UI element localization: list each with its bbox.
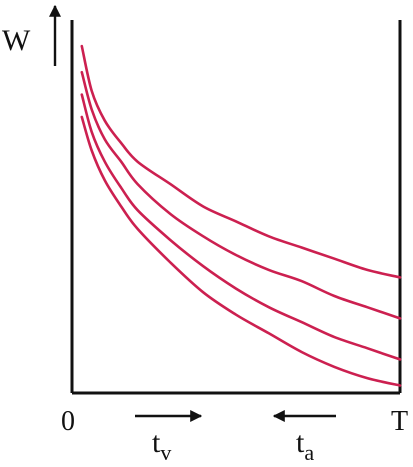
ta-main: t: [296, 426, 305, 459]
ta-subscript: a: [304, 440, 314, 465]
curves-group: [80, 44, 402, 387]
ta-label: ta: [296, 426, 314, 465]
series-line-3: [80, 93, 402, 361]
tv-main: t: [152, 426, 161, 459]
y-axis-label: W: [2, 24, 31, 57]
x-start-label: 0: [61, 406, 75, 437]
tv-subscript: v: [160, 440, 171, 465]
tv-label: tv: [152, 426, 171, 465]
x-end-label: T: [391, 406, 408, 437]
series-line-4: [80, 115, 402, 387]
series-line-1: [80, 44, 402, 279]
series-line-2: [80, 70, 402, 320]
